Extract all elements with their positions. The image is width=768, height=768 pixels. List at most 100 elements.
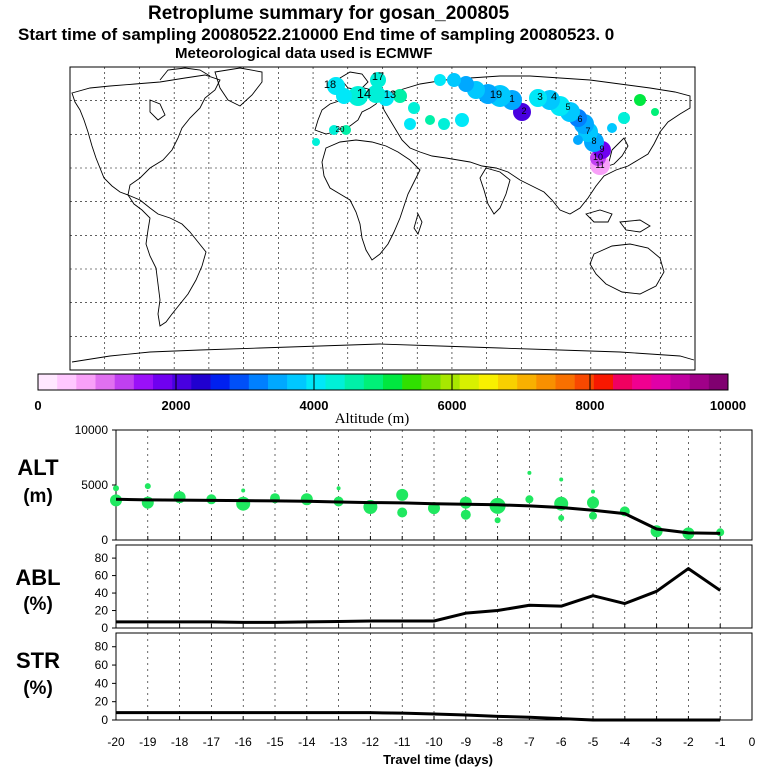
x-tick-label: -20 bbox=[107, 735, 125, 749]
plume-marker bbox=[447, 73, 461, 87]
plume-marker bbox=[341, 125, 351, 135]
altitude-point bbox=[460, 509, 471, 520]
x-tick-label: -2 bbox=[683, 735, 694, 749]
panel-label: STR bbox=[16, 648, 60, 673]
colorbar-swatch bbox=[574, 374, 595, 390]
altitude-point bbox=[525, 495, 534, 504]
plume-marker bbox=[573, 135, 583, 145]
x-tick-label: -7 bbox=[524, 735, 535, 749]
colorbar-swatch bbox=[708, 374, 729, 390]
altitude-point bbox=[236, 496, 251, 511]
plume-marker bbox=[458, 76, 474, 92]
x-tick-label: -5 bbox=[588, 735, 599, 749]
colorbar-swatch bbox=[114, 374, 135, 390]
y-tick-label: 0 bbox=[101, 621, 108, 635]
x-tick-label: -9 bbox=[460, 735, 471, 749]
plume-marker bbox=[634, 94, 646, 106]
x-tick-label: -10 bbox=[425, 735, 443, 749]
time-series-panels: 0 5000 10000 ALT (m) 0 20 40 60 80 ABL (%) 0 20 40 60 80… bbox=[15, 423, 755, 749]
plume-marker bbox=[329, 125, 339, 135]
altitude-point bbox=[559, 477, 564, 482]
x-tick-label: -1 bbox=[715, 735, 726, 749]
y-tick-label: 20 bbox=[95, 695, 109, 709]
altitude-point bbox=[336, 486, 341, 491]
sampling-time-subtitle: Start time of sampling 20080522.210000 E… bbox=[18, 25, 615, 44]
y-tick-label: 20 bbox=[95, 604, 109, 618]
x-tick-label: -13 bbox=[330, 735, 348, 749]
colorbar-swatch bbox=[172, 374, 192, 390]
plume-day-label: 20 bbox=[336, 125, 345, 134]
x-tick-label: -4 bbox=[619, 735, 630, 749]
altitude-point bbox=[587, 496, 599, 509]
colorbar-swatch bbox=[613, 374, 633, 390]
y-tick-label: 40 bbox=[95, 586, 109, 600]
colorbar-swatch bbox=[268, 374, 288, 390]
colorbar-swatch bbox=[421, 374, 441, 390]
altitude-point bbox=[241, 488, 246, 493]
altitude-point bbox=[558, 515, 565, 521]
altitude-point bbox=[459, 496, 472, 509]
series-line-abl bbox=[116, 567, 722, 624]
plume-day-label: 11 bbox=[595, 160, 604, 170]
plume-marker bbox=[404, 118, 416, 130]
panel-label: ALT bbox=[17, 455, 59, 480]
x-tick-label: -15 bbox=[266, 735, 284, 749]
series-line-str bbox=[116, 711, 721, 722]
plume-marker bbox=[312, 138, 320, 146]
plume-marker bbox=[367, 85, 385, 103]
colorbar-swatch bbox=[344, 374, 365, 390]
plume-day-label: 3 bbox=[537, 92, 543, 103]
colorbar-swatch bbox=[306, 374, 326, 390]
colorbar-tick-label: 6000 bbox=[438, 398, 467, 413]
plume-day-label: 1 bbox=[509, 94, 515, 105]
panel-unit-label: (%) bbox=[23, 678, 53, 699]
x-tick-label: -14 bbox=[298, 735, 316, 749]
altitude-point bbox=[397, 507, 408, 518]
plume-day-label: 9 bbox=[599, 144, 604, 154]
x-tick-label: -17 bbox=[203, 735, 221, 749]
panel-label: ABL bbox=[15, 565, 60, 590]
plume-marker bbox=[327, 77, 345, 95]
colorbar-swatch bbox=[651, 374, 671, 390]
altitude-point bbox=[494, 517, 501, 524]
altitude-point bbox=[527, 470, 532, 475]
x-tick-label: -11 bbox=[394, 735, 411, 749]
colorbar-swatch bbox=[536, 374, 556, 390]
plume-day-label: 10 bbox=[593, 152, 603, 162]
colorbar-swatch bbox=[689, 374, 710, 390]
colorbar-swatch bbox=[478, 374, 499, 390]
y-tick-label: 0 bbox=[101, 533, 108, 547]
altitude-point bbox=[300, 493, 313, 506]
altitude-point bbox=[396, 488, 409, 501]
plume-day-label: 17 bbox=[372, 71, 384, 83]
x-tick-label: -19 bbox=[139, 735, 157, 749]
panel-str: 0 20 40 60 80 STR (%) bbox=[16, 632, 753, 727]
y-tick-label: 80 bbox=[95, 551, 109, 565]
colorbar-swatch bbox=[229, 374, 250, 390]
y-tick-label: 40 bbox=[95, 676, 109, 690]
plume-marker bbox=[438, 118, 450, 130]
plume-marker bbox=[455, 113, 469, 127]
altitude-point bbox=[591, 489, 595, 494]
plume-marker bbox=[651, 108, 659, 116]
colorbar-swatch bbox=[402, 374, 422, 390]
colorbar-swatch bbox=[95, 374, 115, 390]
x-tick-label: -6 bbox=[556, 735, 567, 749]
colorbar-tick-label: 2000 bbox=[162, 398, 191, 413]
y-tick-label: 60 bbox=[95, 569, 109, 583]
x-tick-label: 0 bbox=[749, 735, 756, 749]
colorbar-swatch bbox=[440, 374, 460, 390]
panel-unit-label: (%) bbox=[23, 594, 53, 615]
x-tick-label: -12 bbox=[362, 735, 380, 749]
x-tick-label: -8 bbox=[492, 735, 503, 749]
colorbar-swatch bbox=[287, 374, 307, 390]
met-data-subtitle: Meteorological data used is ECMWF bbox=[175, 45, 433, 62]
x-axis-title: Travel time (days) bbox=[383, 752, 493, 767]
x-tick-label: -16 bbox=[235, 735, 253, 749]
altitude-colorbar: 0 2000 4000 6000 8000 10000 bbox=[34, 373, 746, 413]
plume-marker bbox=[529, 89, 547, 107]
plume-marker bbox=[434, 74, 446, 86]
plume-marker bbox=[370, 72, 386, 88]
colorbar-swatch bbox=[383, 374, 403, 390]
